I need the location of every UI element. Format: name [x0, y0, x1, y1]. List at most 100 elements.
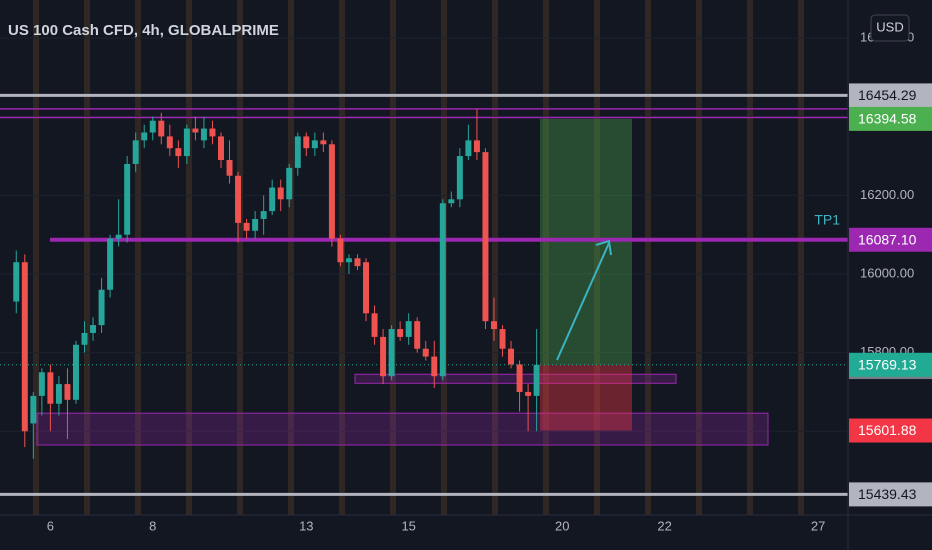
candle-body: [124, 163, 131, 235]
x-tick-label: 20: [555, 518, 569, 533]
candle-body: [47, 372, 54, 404]
time-axis: 6 8 13 15 20 22 27: [47, 518, 826, 533]
candle-body: [64, 384, 71, 400]
candle-body: [499, 329, 506, 349]
candle-body: [465, 140, 472, 157]
candle-body: [90, 325, 97, 333]
candle-body: [183, 128, 190, 157]
x-tick-label: 27: [811, 518, 825, 533]
y-tick-label: 16200.00: [860, 187, 914, 202]
stop-box: [540, 364, 632, 431]
candle-body: [269, 187, 276, 212]
arrow-head: [595, 239, 612, 256]
candle-body: [252, 218, 259, 231]
candle-body: [192, 128, 199, 133]
session-stripe: [135, 0, 141, 515]
price-tag-label: 15439.43: [858, 486, 917, 502]
session-stripe: [645, 0, 651, 515]
x-tick-label: 13: [299, 518, 313, 533]
candle-body: [397, 329, 404, 337]
currency-label[interactable]: USD: [876, 19, 903, 34]
candle-body: [311, 140, 318, 149]
candle-body: [490, 321, 497, 330]
candle-body: [141, 132, 148, 141]
candle-body: [226, 160, 233, 176]
price-tag-label: 16394.58: [858, 111, 917, 127]
candle-body: [21, 262, 28, 432]
candle-body: [218, 136, 224, 161]
candle-body: [38, 372, 45, 396]
position-tool: [0, 118, 848, 431]
candle-body: [388, 329, 395, 377]
candle-body: [13, 262, 20, 302]
candle-body: [516, 364, 523, 392]
candle-body: [286, 167, 293, 200]
session-stripe: [390, 0, 396, 515]
candle-body: [422, 348, 429, 357]
session-stripe: [543, 0, 549, 515]
candle-body: [235, 175, 242, 223]
candle-body: [30, 395, 37, 424]
candle-body: [525, 391, 532, 396]
candle-body: [107, 238, 114, 290]
overlay: [556, 239, 612, 361]
candle-body: [72, 344, 79, 400]
y-tick-label: 16000.00: [860, 265, 914, 280]
zone: [354, 373, 677, 384]
candle-body: [200, 128, 207, 141]
candle-body: [260, 211, 267, 219]
price-tag: [849, 227, 932, 252]
candle-body: [243, 222, 250, 231]
session-stripe: [594, 0, 600, 515]
candle-body: [98, 289, 105, 326]
session-stripe: [288, 0, 294, 515]
candle-body: [414, 321, 421, 349]
candle-body: [354, 258, 361, 267]
candle-body: [371, 313, 378, 337]
arrow-shaft: [556, 242, 610, 361]
session-stripe: [798, 0, 804, 515]
candle-body: [328, 144, 335, 239]
price-tag: [849, 352, 932, 377]
candle-body: [81, 332, 88, 345]
candle-body: [149, 120, 156, 133]
candle-body: [533, 364, 540, 396]
price-tag-label: 16454.29: [858, 87, 917, 103]
price-tag-label: 16087.10: [858, 231, 917, 247]
zones: [0, 108, 848, 446]
level-annotation: TP1: [814, 211, 840, 227]
target-box: [540, 118, 632, 365]
x-tick-label: 6: [47, 518, 54, 533]
candle-body: [473, 140, 480, 153]
candle-body: [158, 120, 165, 137]
candle-body: [431, 356, 438, 377]
candle-body: [439, 203, 446, 377]
x-tick-label: 8: [149, 518, 156, 533]
session-stripe: [696, 0, 702, 515]
candles: [13, 108, 540, 459]
price-tag: [849, 83, 932, 108]
candle-body: [166, 136, 173, 149]
candle-body: [132, 140, 139, 164]
candle-body: [294, 136, 301, 168]
currency-button[interactable]: [870, 14, 910, 42]
price-tag: [849, 106, 932, 131]
session-stripe: [492, 0, 498, 515]
candle-body: [303, 136, 310, 149]
price-tag: [849, 482, 932, 507]
candle-body: [380, 336, 387, 377]
candle-body: [115, 234, 122, 239]
session-stripe: [747, 0, 753, 515]
candle-body: [508, 348, 515, 365]
zone: [36, 412, 769, 446]
session-stripe: [84, 0, 90, 515]
candle-body: [55, 384, 62, 404]
candle-body: [456, 156, 463, 200]
candle-body: [337, 238, 344, 263]
x-tick-label: 22: [657, 518, 671, 533]
x-tick-label: 15: [401, 518, 415, 533]
levels: TP1: [0, 93, 848, 496]
candle-body: [448, 199, 455, 204]
